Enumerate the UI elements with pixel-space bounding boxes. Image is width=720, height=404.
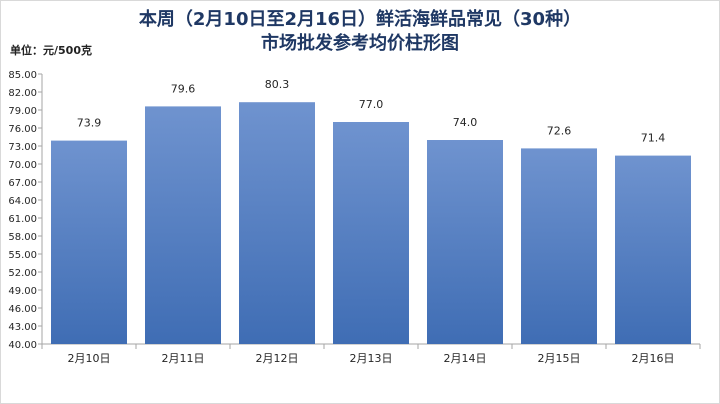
y-tick-label: 73.00 (8, 142, 37, 153)
x-tick-label: 2月11日 (162, 352, 205, 365)
y-tick-label: 67.00 (8, 178, 37, 189)
x-tick-label: 2月16日 (632, 352, 675, 365)
y-tick-label: 79.00 (8, 106, 37, 117)
y-tick-label: 55.00 (8, 250, 37, 261)
bar (51, 140, 127, 344)
y-tick-label: 64.00 (8, 196, 37, 207)
y-tick-label: 58.00 (8, 232, 37, 243)
y-tick-label: 82.00 (8, 88, 37, 99)
bar (145, 106, 221, 345)
y-tick-label: 61.00 (8, 214, 37, 225)
x-tick-label: 2月10日 (68, 352, 111, 365)
y-tick-label: 49.00 (8, 286, 37, 297)
bar (615, 155, 691, 344)
x-tick-label: 2月13日 (350, 352, 393, 365)
chart-subtitle: 市场批发参考均价柱形图 (261, 33, 459, 54)
x-tick-label: 2月15日 (538, 352, 581, 365)
chart-title: 本周（2月10日至2月16日）鲜活海鲜品常见（30种） (138, 9, 582, 30)
bar (333, 122, 409, 344)
x-tick-label: 2月12日 (256, 352, 299, 365)
data-label: 71.4 (641, 132, 666, 145)
bar (427, 140, 503, 344)
data-label: 73.9 (77, 117, 102, 130)
y-tick-label: 46.00 (8, 304, 37, 315)
y-tick-label: 85.00 (8, 70, 37, 81)
unit-label: 单位：元/500克 (10, 44, 92, 57)
y-tick-label: 52.00 (8, 268, 37, 279)
bar (521, 148, 597, 344)
bar (239, 102, 315, 344)
data-label: 77.0 (359, 98, 384, 111)
y-tick-label: 70.00 (8, 160, 37, 171)
data-label: 80.3 (265, 78, 290, 91)
data-label: 74.0 (453, 116, 478, 129)
y-tick-label: 43.00 (8, 322, 37, 333)
data-label: 72.6 (547, 124, 572, 137)
y-tick-label: 76.00 (8, 124, 37, 135)
x-tick-label: 2月14日 (444, 352, 487, 365)
data-label: 79.6 (171, 82, 196, 95)
y-tick-label: 40.00 (8, 340, 37, 351)
